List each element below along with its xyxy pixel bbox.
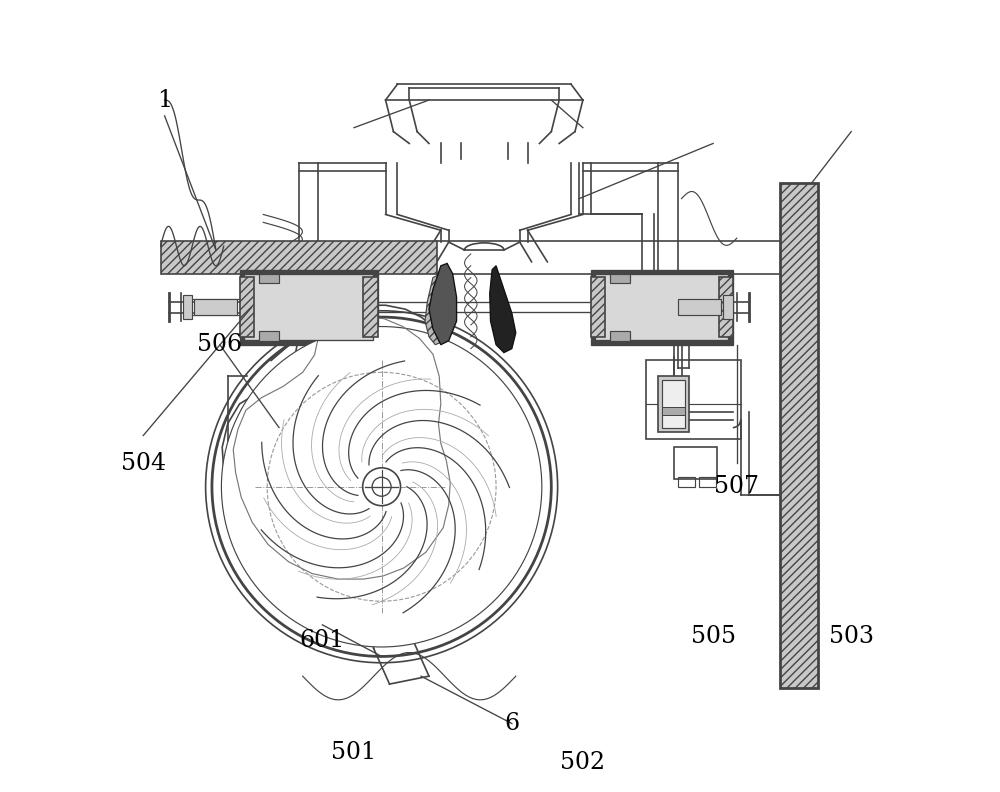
Bar — [699, 478, 716, 487]
Text: 504: 504 — [121, 451, 166, 474]
Bar — [259, 331, 279, 341]
Bar — [259, 274, 279, 284]
Bar — [780, 183, 818, 688]
Text: 1: 1 — [157, 89, 172, 112]
Bar — [610, 274, 630, 284]
Text: 506: 506 — [197, 333, 242, 356]
Bar — [723, 295, 733, 319]
Bar — [662, 406, 685, 415]
Bar — [595, 275, 728, 340]
Bar — [591, 277, 605, 337]
Bar — [591, 270, 733, 345]
Bar — [183, 295, 192, 319]
Bar — [662, 380, 685, 428]
Bar — [161, 241, 437, 274]
Bar — [678, 478, 695, 487]
Polygon shape — [425, 274, 449, 345]
Circle shape — [363, 468, 401, 506]
Bar — [240, 270, 378, 345]
Polygon shape — [490, 266, 516, 352]
Bar — [678, 299, 721, 315]
Bar — [363, 277, 378, 337]
Bar — [194, 299, 237, 315]
Bar — [674, 447, 717, 479]
Text: 501: 501 — [331, 741, 377, 764]
Circle shape — [221, 326, 542, 647]
Bar — [719, 277, 733, 337]
Bar — [610, 331, 630, 341]
Text: 502: 502 — [560, 752, 605, 775]
Polygon shape — [429, 264, 457, 345]
Text: 505: 505 — [691, 625, 736, 648]
Bar — [646, 360, 741, 440]
Text: 507: 507 — [714, 475, 759, 498]
Text: 503: 503 — [829, 625, 874, 648]
Text: 601: 601 — [300, 629, 345, 652]
Text: 6: 6 — [504, 712, 519, 735]
Bar — [244, 275, 373, 340]
Bar — [658, 376, 689, 432]
Bar — [240, 277, 254, 337]
